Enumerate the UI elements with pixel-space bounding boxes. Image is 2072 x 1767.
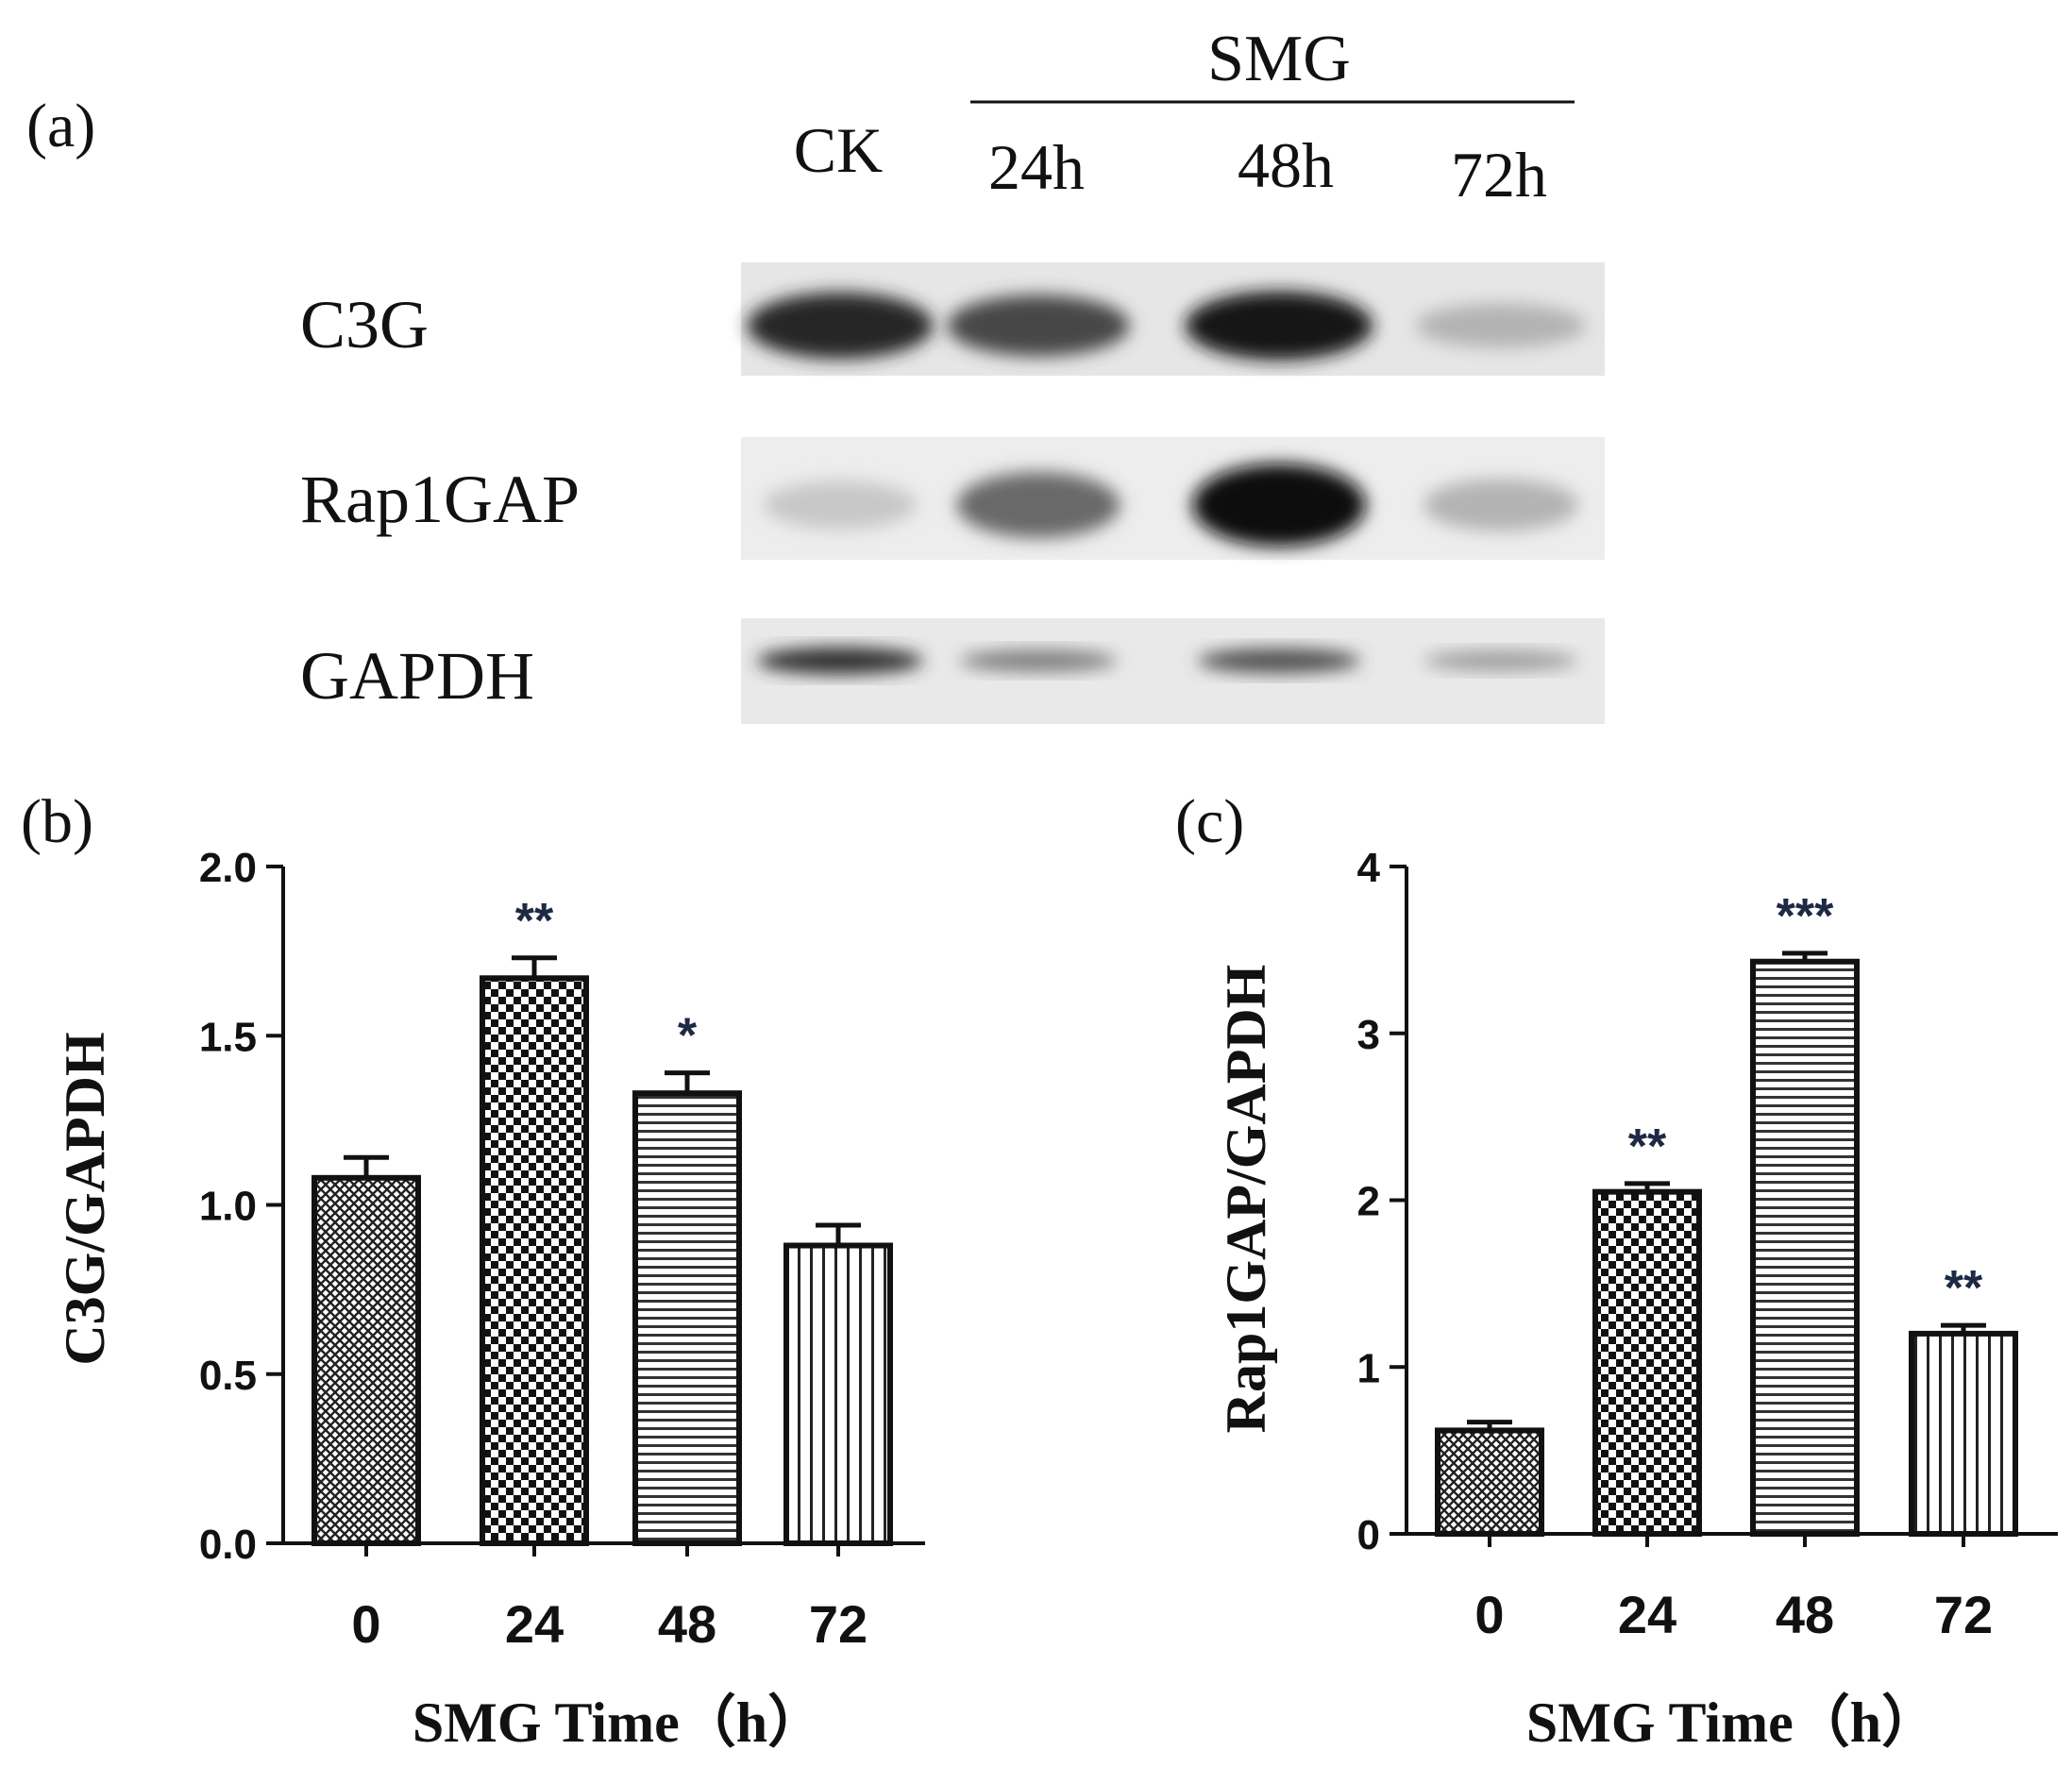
chart-c: 0 1 2 3 4 0 24 ** 48 *** 72 ** [1357, 845, 2058, 1644]
x-axis-label: SMG Time（h） [413, 1691, 824, 1754]
y-axis-label: C3G/GAPDH [54, 1032, 116, 1365]
blot-band [1415, 303, 1587, 348]
y-tick-label: 0.0 [199, 1522, 257, 1568]
blot-row-label: Rap1GAP [300, 462, 580, 537]
bar [1909, 1330, 2018, 1538]
x-tick-label: 72 [809, 1594, 868, 1654]
blot-band [956, 472, 1120, 538]
panel-c: (c) Rap1GAP/GAPDH SMG Time（h） 0 1 2 3 4 0 24 **… [1175, 787, 2058, 1754]
bar [1750, 958, 1860, 1537]
bar [480, 975, 589, 1547]
bar [632, 1090, 742, 1546]
blot-band [959, 649, 1118, 672]
blot-row-label: GAPDH [300, 638, 534, 714]
y-tick-label: 1.5 [199, 1014, 257, 1060]
blot-band [1423, 650, 1578, 671]
panel-a: (a) SMG CK 24h 48h 72h C3G Rap1GAP GAPDH [26, 23, 1605, 724]
x-tick-label: 0 [1474, 1585, 1504, 1644]
panel-a-label: (a) [26, 92, 95, 160]
blot-band [1423, 479, 1579, 531]
bar [1592, 1188, 1702, 1537]
chart-b: 0.0 0.5 1.0 1.5 2.0 0 24 ** 48 * 72 [199, 845, 925, 1654]
panel-b-label: (b) [21, 787, 93, 856]
blot-row-label: C3G [300, 287, 429, 362]
blot-band [747, 292, 934, 360]
y-axis-label: Rap1GAP/GAPDH [1215, 965, 1277, 1434]
x-axis-label: SMG Time（h） [1526, 1691, 1938, 1754]
smg-group-label: SMG [1207, 23, 1351, 95]
y-tick-label: 4 [1357, 845, 1381, 891]
y-tick-label: 1 [1357, 1345, 1380, 1391]
blot-bands [747, 291, 1587, 675]
y-tick-label: 1.0 [199, 1184, 257, 1230]
panel-b: (b) C3G/GAPDH SMG Time（h） 0.0 0.5 1.0 1.5 2.… [21, 787, 925, 1754]
lane-label: 72h [1451, 139, 1547, 210]
blot-band [756, 647, 924, 675]
lane-label: 24h [988, 131, 1085, 203]
blot-band [764, 480, 917, 530]
blot-band [1197, 648, 1361, 674]
significance-label: ** [515, 894, 554, 949]
x-tick-label: 48 [1776, 1585, 1834, 1644]
bar [1435, 1427, 1544, 1538]
blot-band [1192, 463, 1366, 547]
blot-band [947, 294, 1130, 357]
significance-label: *** [1777, 889, 1834, 944]
lane-label: CK [794, 114, 883, 186]
y-tick-label: 2.0 [199, 845, 257, 891]
significance-label: ** [1945, 1261, 1983, 1316]
panel-c-label: (c) [1175, 787, 1244, 856]
x-tick-label: 24 [1618, 1585, 1676, 1644]
y-tick-label: 3 [1357, 1012, 1380, 1058]
y-tick-label: 0 [1357, 1512, 1380, 1558]
x-tick-label: 24 [505, 1594, 564, 1654]
bar [783, 1242, 893, 1547]
lane-label: 48h [1238, 129, 1334, 201]
x-tick-label: 0 [351, 1594, 380, 1654]
bar [312, 1174, 421, 1546]
y-tick-label: 0.5 [199, 1353, 257, 1399]
significance-label: * [678, 1009, 698, 1064]
x-tick-label: 48 [658, 1594, 716, 1654]
y-tick-label: 2 [1357, 1179, 1380, 1225]
blot-band [1185, 291, 1373, 361]
x-tick-label: 72 [1934, 1585, 1993, 1644]
significance-label: ** [1628, 1119, 1667, 1174]
